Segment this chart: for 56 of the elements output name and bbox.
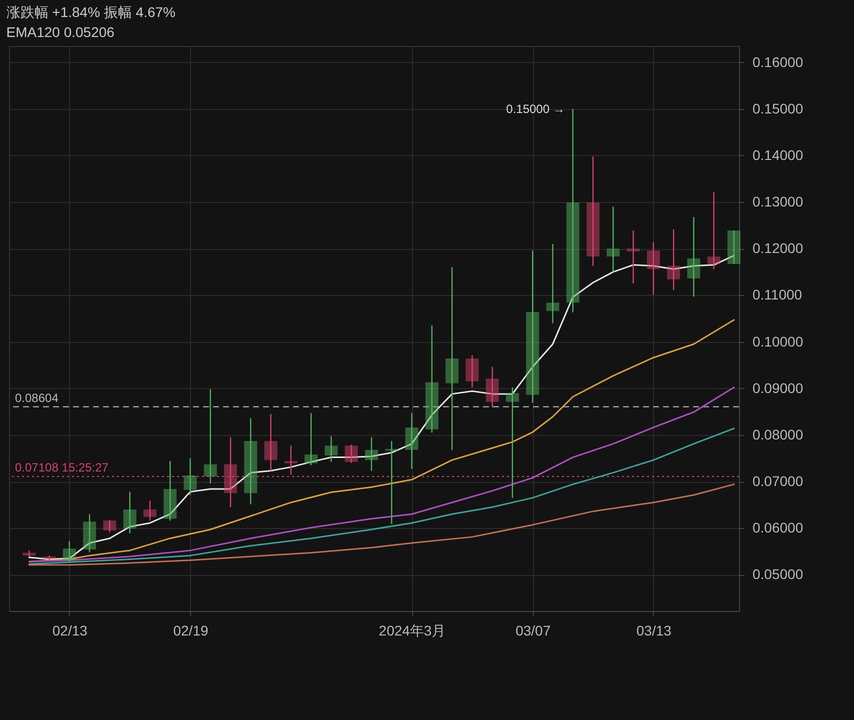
x-tick-label: 02/19 (173, 622, 208, 638)
candlestick (184, 458, 197, 496)
ref-line-label: 0.07108 15:25:27 (15, 460, 109, 474)
candlestick (566, 108, 580, 314)
candlestick (586, 156, 600, 266)
candlestick (506, 386, 519, 498)
x-tick-label: 02/13 (52, 622, 88, 638)
candlestick (466, 354, 479, 388)
candlestick (284, 445, 298, 476)
text: EMA120 0.05206 (6, 24, 115, 40)
y-tick-label: 0.06000 (752, 520, 804, 536)
y-tick-label: 0.09000 (752, 380, 804, 396)
candlestick (42, 554, 56, 561)
candlestick (244, 418, 258, 505)
candlestick (204, 388, 217, 484)
candlestick (123, 491, 136, 534)
candlestick (344, 444, 358, 464)
ref-line-label: 0.08604 (15, 390, 59, 405)
candlestick (385, 440, 398, 524)
candlestick (143, 500, 156, 522)
candlestick (103, 519, 116, 533)
text: 涨跌幅 +1.84% 振幅 4.67% (6, 4, 176, 20)
candlestick (264, 413, 278, 472)
y-tick-label: 0.08000 (752, 426, 804, 442)
candlestick (164, 460, 177, 522)
candlestick (83, 514, 96, 553)
candlestick (546, 243, 560, 324)
annotation: 0.15000 → (506, 102, 565, 116)
candlestick (405, 412, 418, 470)
candlestick (707, 192, 720, 270)
candlestick (446, 266, 459, 450)
candlestick (304, 412, 318, 466)
candlestick (687, 216, 700, 298)
candlestick (667, 228, 680, 291)
x-tick-label: 2024年3月 (378, 622, 446, 638)
y-tick-label: 0.05000 (752, 566, 804, 582)
y-tick-label: 0.11000 (752, 286, 802, 303)
y-tick-label: 0.10000 (752, 333, 804, 350)
candlestick (526, 250, 540, 404)
y-tick-label: 0.12000 (752, 240, 804, 256)
candlestick (606, 206, 620, 273)
x-tick-label: 03/13 (636, 622, 672, 638)
line-series (28, 484, 735, 566)
candlestick (626, 230, 640, 284)
y-tick-label: 0.15000 (752, 100, 804, 116)
candlestick (364, 436, 378, 472)
y-tick-label: 0.14000 (752, 146, 804, 163)
candlestick (62, 540, 76, 562)
y-tick-label: 0.16000 (752, 54, 804, 70)
y-tick-label: 0.13000 (752, 194, 804, 210)
candlestick (425, 324, 438, 434)
y-tick-label: 0.07000 (752, 473, 804, 490)
candlestick (646, 241, 660, 296)
candlestick (324, 436, 338, 463)
candlestick (486, 366, 499, 408)
x-tick-label: 03/07 (516, 622, 551, 638)
